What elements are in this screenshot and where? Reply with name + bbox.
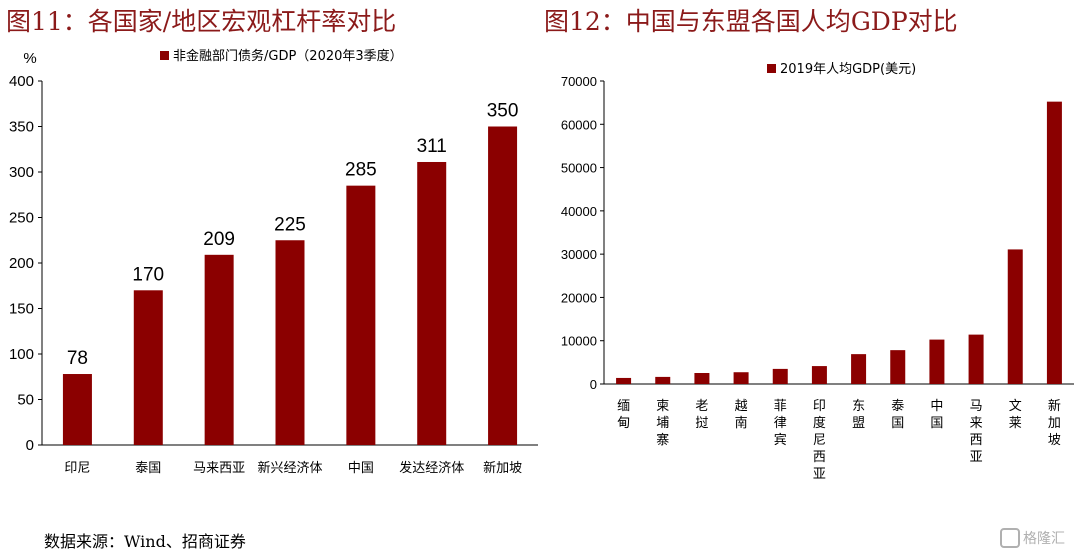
data-label: 311 xyxy=(417,136,447,157)
bar xyxy=(417,161,447,446)
x-category-label: 印尼 xyxy=(64,461,90,476)
watermark-logo-icon xyxy=(1000,528,1020,548)
y-tick-label: 200 xyxy=(9,255,34,272)
bar xyxy=(1046,101,1062,385)
x-category-label: 新兴经济体 xyxy=(257,460,322,476)
bar xyxy=(488,126,518,445)
x-category-label: 发达经济体 xyxy=(399,460,464,476)
bar xyxy=(62,374,92,445)
y-tick-label: 30000 xyxy=(561,247,597,262)
watermark: 格隆汇 xyxy=(1000,528,1065,549)
x-category-label: 柬埔寨 xyxy=(656,399,669,448)
y-tick-label: 50 xyxy=(17,392,34,409)
x-category-label: 中国 xyxy=(930,399,943,431)
y-tick-label: 150 xyxy=(9,301,34,318)
x-category-label: 越南 xyxy=(735,399,748,431)
y-tick-label: 250 xyxy=(9,210,34,227)
y-tick-label: 10000 xyxy=(561,334,597,349)
x-category-label: 泰国 xyxy=(891,399,904,431)
x-category-label: 新加坡 xyxy=(1048,398,1061,448)
x-category-label: 印度尼西亚 xyxy=(813,399,826,482)
legend-swatch xyxy=(767,64,776,73)
bar xyxy=(890,350,906,384)
bar xyxy=(1007,249,1023,384)
data-source-note: 数据来源：Wind、招商证券 xyxy=(44,532,246,551)
data-label: 350 xyxy=(487,101,519,122)
bar xyxy=(811,366,827,384)
legend-label: 2019年人均GDP(美元) xyxy=(780,62,916,77)
bar xyxy=(204,254,234,445)
x-category-label: 马来西亚 xyxy=(970,399,983,465)
bar xyxy=(968,334,984,384)
x-category-label: 缅甸 xyxy=(617,399,630,431)
right-figure-title: 图12：中国与东盟各国人均GDP对比 xyxy=(544,7,958,36)
legend-label: 非金融部门债务/GDP（2020年3季度） xyxy=(173,48,403,64)
data-label: 78 xyxy=(67,348,88,369)
x-category-label: 菲律宾 xyxy=(774,399,787,448)
x-category-label: 新加坡 xyxy=(483,460,522,476)
data-label: 225 xyxy=(274,214,306,235)
y-tick-label: 300 xyxy=(9,164,34,181)
bar xyxy=(275,240,305,445)
bar xyxy=(346,185,376,445)
bar xyxy=(133,290,163,445)
data-label: 170 xyxy=(132,264,164,285)
y-tick-label: 100 xyxy=(9,346,34,363)
y-tick-label: 400 xyxy=(9,73,34,90)
x-category-label: 东盟 xyxy=(852,399,865,431)
data-label: 285 xyxy=(345,160,377,181)
bar xyxy=(655,376,671,384)
y-tick-label: 60000 xyxy=(561,117,597,132)
watermark-text: 格隆汇 xyxy=(1023,531,1065,547)
x-category-label: 泰国 xyxy=(135,461,161,476)
bar xyxy=(733,372,749,384)
data-label: 209 xyxy=(203,229,235,250)
x-category-label: 文莱 xyxy=(1009,399,1022,431)
x-category-label: 马来西亚 xyxy=(193,461,245,476)
y-tick-label: 0 xyxy=(590,377,597,392)
y-tick-label: 350 xyxy=(9,119,34,136)
bar xyxy=(772,368,788,384)
y-tick-label: 20000 xyxy=(561,290,597,305)
bar xyxy=(851,354,867,384)
bar xyxy=(616,377,632,384)
bar xyxy=(929,339,945,384)
y-tick-label: 50000 xyxy=(561,161,597,176)
x-category-label: 中国 xyxy=(348,461,374,476)
left-figure-title: 图11：各国家/地区宏观杠杆率对比 xyxy=(6,7,397,36)
y-unit-label: % xyxy=(23,50,36,67)
bar xyxy=(694,373,710,384)
y-tick-label: 0 xyxy=(26,437,34,454)
x-category-label: 老挝 xyxy=(695,399,708,431)
y-tick-label: 70000 xyxy=(561,74,597,89)
legend-swatch xyxy=(160,51,169,60)
y-tick-label: 40000 xyxy=(561,204,597,219)
